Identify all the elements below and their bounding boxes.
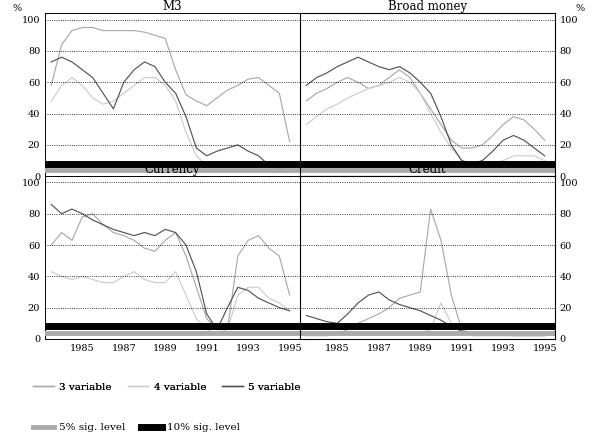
Text: %: % [13,4,22,13]
Title: M3: M3 [163,0,182,13]
Legend: 5% sig. level, 10% sig. level: 5% sig. level, 10% sig. level [29,419,245,436]
Title: Credit: Credit [409,163,446,176]
Legend: 3 variable, 4 variable, 5 variable: 3 variable, 4 variable, 5 variable [29,379,304,396]
Text: %: % [576,4,585,13]
Title: Currency: Currency [145,163,200,176]
Title: Broad money: Broad money [388,0,467,13]
